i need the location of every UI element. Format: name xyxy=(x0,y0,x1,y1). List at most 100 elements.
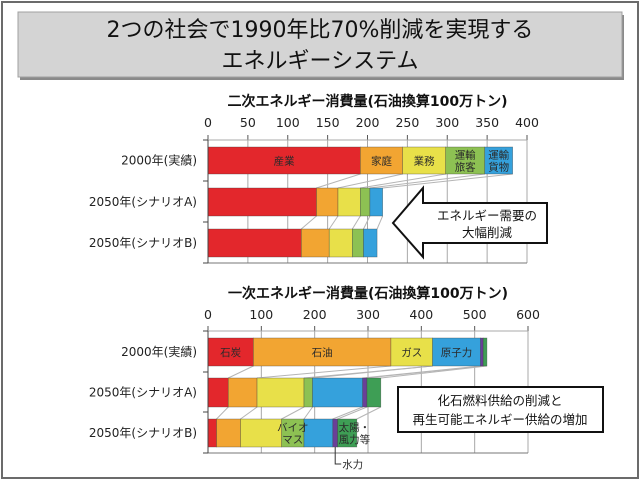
bar-segment xyxy=(253,337,392,367)
segment-label: バイオ xyxy=(277,422,309,434)
bar-segment xyxy=(484,146,513,175)
bar-segment xyxy=(207,377,229,408)
segment-label: 太陽・ xyxy=(339,421,371,434)
connector-line xyxy=(376,215,384,230)
secondary-energy-chart: 二次エネルギー消費量(石油換算100万トン) 0 50 100 150 200 250 300… xyxy=(89,93,539,264)
x-tick-label: 350 xyxy=(475,115,499,130)
x-tick-label: 200 xyxy=(356,115,380,130)
connector-line xyxy=(366,365,484,379)
connector-line xyxy=(300,215,317,230)
x-tick-label: 50 xyxy=(240,115,256,130)
x-tick-label: 300 xyxy=(356,307,380,322)
connector-line xyxy=(337,173,403,189)
chart-title: 二次エネルギー消費量(石油換算100万トン) xyxy=(227,93,507,110)
bar-segment xyxy=(337,187,361,217)
bar-segment xyxy=(207,228,302,258)
note-text-line-2: 再生可能エネルギー供給の増加 xyxy=(412,412,587,427)
connector-line xyxy=(240,406,258,420)
segment-label: マス xyxy=(282,434,303,446)
connector-line xyxy=(332,406,363,420)
category-label: 2050年(シナリオA) xyxy=(89,386,197,400)
bar-segment xyxy=(432,337,481,367)
bar-segment xyxy=(363,228,378,258)
bar-segment xyxy=(207,337,254,367)
bar-segment xyxy=(332,418,338,448)
bar-segment xyxy=(369,187,383,217)
x-tick-label: 150 xyxy=(316,115,340,130)
segment-label: 運輸 xyxy=(455,149,476,162)
x-tick-label: 100 xyxy=(276,115,300,130)
title-line-2: エネルギーシステム xyxy=(222,49,419,74)
x-tick-label: 0 xyxy=(204,115,212,130)
connector-line xyxy=(303,406,313,420)
connector-line xyxy=(380,365,487,379)
x-tick-label: 100 xyxy=(249,307,273,322)
x-tick-label: 600 xyxy=(516,307,540,322)
segment-label: 産業 xyxy=(274,155,295,168)
bar-segment xyxy=(227,377,258,408)
bar-segment xyxy=(362,377,368,408)
x-tick-label: 250 xyxy=(395,115,419,130)
bar-segment xyxy=(312,377,363,408)
segment-label: 旅客 xyxy=(455,161,476,174)
bar-segment xyxy=(352,228,364,258)
bar-segment xyxy=(360,187,371,217)
connector-line xyxy=(369,173,485,189)
segment-label: ガス xyxy=(401,347,422,359)
segment-label: 石炭 xyxy=(220,347,241,359)
bar-segment xyxy=(480,337,484,367)
arrow-text-line-2: 大幅削減 xyxy=(462,225,513,240)
category-label: 2050年(シナリオB) xyxy=(89,426,197,440)
segment-label: 石油 xyxy=(312,346,333,359)
bar-segment xyxy=(316,187,339,217)
connector-line xyxy=(363,215,371,230)
x-tick-label: 400 xyxy=(515,115,539,130)
note-box xyxy=(397,386,604,433)
left-arrow-icon xyxy=(391,185,548,260)
connector-line xyxy=(337,406,368,420)
bar-segment xyxy=(256,377,305,408)
title-line-1: 2つの社会で1990年比70%削減を実現する xyxy=(107,18,534,43)
segment-label: 風力等 xyxy=(339,433,371,446)
callout-line xyxy=(334,447,342,465)
segment-label: 貨物 xyxy=(488,161,509,174)
bar-segment xyxy=(207,418,217,448)
title-box: 2つの社会で1990年比70%削減を実現する エネルギーシステム xyxy=(17,11,624,80)
connector-line xyxy=(360,173,446,189)
x-tick-label: 400 xyxy=(409,307,433,322)
segment-label: 家庭 xyxy=(371,155,392,168)
connector-line xyxy=(257,365,391,379)
bar-segment xyxy=(328,228,353,258)
bar-segment xyxy=(482,337,488,367)
x-tick-label: 0 xyxy=(204,307,212,322)
connector-line xyxy=(316,173,361,189)
segment-label: 運輸 xyxy=(488,149,509,162)
x-tick-label: 200 xyxy=(303,307,327,322)
category-label: 2050年(シナリオB) xyxy=(89,236,197,250)
supply-shift-note: 化石燃料供給の削減と 再生可能エネルギー供給の増加 xyxy=(397,386,604,433)
category-label: 2050年(シナリオA) xyxy=(89,195,197,209)
segment-label: 原子力 xyxy=(441,346,473,359)
segment-label: 業務 xyxy=(414,155,435,168)
bar-segment xyxy=(390,337,433,367)
bar-segment xyxy=(301,228,330,258)
bar-segment xyxy=(303,418,334,448)
bar-segment xyxy=(337,418,358,448)
bar-segment xyxy=(366,377,382,408)
bar-segment xyxy=(303,377,313,408)
bar-segment xyxy=(207,187,317,217)
connector-line xyxy=(328,215,339,230)
category-label: 2000年(実績) xyxy=(121,344,197,359)
demand-reduction-arrow: エネルギー需要の 大幅削減 xyxy=(391,185,548,260)
primary-energy-chart: 一次エネルギー消費量(石油換算100万トン) 0 100 200 300 400 500 60… xyxy=(89,285,540,471)
category-label: 2000年(実績) xyxy=(121,153,197,168)
connector-line xyxy=(312,365,433,379)
title-box-background xyxy=(17,11,623,78)
bar-segment xyxy=(207,146,361,175)
note-text-line-1: 化石燃料供給の削減と xyxy=(437,393,562,408)
bar-segment xyxy=(360,146,403,175)
x-tick-label: 300 xyxy=(435,115,459,130)
bar-segment xyxy=(216,418,241,448)
segment-label: 水力 xyxy=(342,458,363,471)
